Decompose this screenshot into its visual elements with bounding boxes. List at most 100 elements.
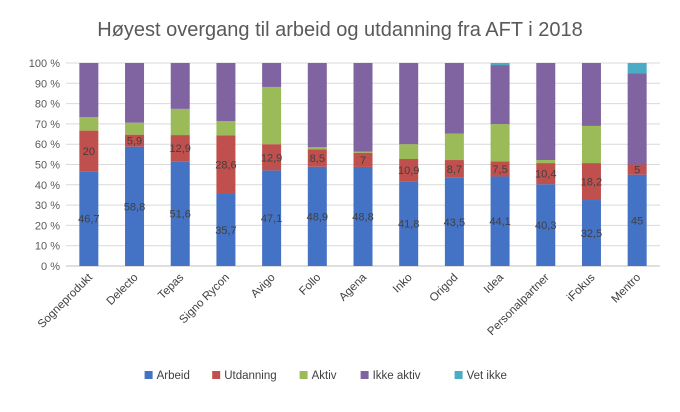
y-tick-label: 100 %: [29, 58, 60, 70]
legend-label: Arbeid: [157, 370, 190, 382]
data-label: 43,5: [444, 217, 465, 229]
bar-segment-aktiv: [216, 121, 236, 136]
y-tick-label: 70 %: [35, 119, 60, 131]
legend-swatch: [454, 371, 463, 379]
y-tick-label: 90 %: [35, 78, 60, 90]
bar-segment-ikke-aktiv: [536, 63, 556, 161]
legend-label: Aktiv: [312, 370, 337, 382]
bar-segment-arbeid: [581, 200, 601, 266]
data-label: 5,9: [127, 136, 142, 148]
bar-segment-ikke-aktiv: [307, 63, 327, 148]
legend-label: Ikke aktiv: [373, 370, 421, 382]
bar-segment-utdanning: [262, 144, 282, 171]
y-tick-label: 40 %: [35, 180, 60, 192]
bar-segment-arbeid: [125, 146, 145, 266]
y-tick-label: 20 %: [35, 220, 60, 232]
data-label: 32,5: [581, 228, 602, 240]
bar-segment-arbeid: [399, 181, 419, 266]
bar-segment-utdanning: [399, 159, 419, 182]
x-tick-label: Avigo: [249, 272, 278, 301]
x-tick-label: Delecto: [105, 272, 141, 308]
data-label: 12,9: [170, 143, 191, 155]
bar-segment-utdanning: [581, 163, 601, 201]
data-label: 18,2: [581, 177, 602, 189]
bars: [79, 63, 647, 266]
bar-segment-utdanning: [353, 152, 373, 167]
x-tick-label: Sogneprodukt: [36, 271, 96, 331]
data-label: 58,8: [124, 201, 145, 213]
bar-segment-utdanning: [79, 130, 99, 172]
data-label: 35,7: [215, 225, 236, 237]
bar-segment-aktiv: [444, 133, 464, 161]
bar-segment-utdanning: [536, 163, 556, 185]
x-tick-label: iFokus: [565, 271, 598, 304]
y-tick-label: 80 %: [35, 99, 60, 111]
bar-segment-ikke-aktiv: [125, 63, 145, 123]
x-tick-label: Follo: [297, 272, 323, 298]
bar-segment-arbeid: [307, 166, 327, 266]
legend-label: Utdanning: [224, 370, 276, 382]
data-label: 45: [631, 215, 643, 227]
y-tick-label: 30 %: [35, 200, 60, 212]
data-label: 12,9: [261, 152, 282, 164]
x-tick-label: Origod: [428, 272, 461, 305]
data-label: 5: [634, 165, 640, 177]
x-tick-label: Tepas: [156, 271, 186, 301]
bar-segment-ikke-aktiv: [216, 63, 236, 122]
data-label: 48,8: [352, 211, 373, 223]
bar-segment-aktiv: [125, 122, 145, 135]
bar-segment-arbeid: [490, 176, 510, 266]
legend-swatch: [299, 371, 308, 379]
bar-segment-arbeid: [444, 177, 464, 266]
data-label: 8,7: [447, 164, 462, 176]
data-label: 41,8: [398, 219, 419, 231]
bar-segment-utdanning: [216, 135, 236, 194]
bar-segment-utdanning: [125, 134, 145, 147]
bar-segment-aktiv: [399, 144, 419, 160]
data-label: 10,9: [398, 165, 419, 177]
bar-segment-aktiv: [79, 116, 99, 131]
bar-segment-ikke-aktiv: [490, 65, 510, 125]
bar-segment-aktiv: [536, 160, 556, 164]
bar-segment-ikke-aktiv: [444, 63, 464, 134]
data-label: 28,6: [215, 160, 236, 172]
bar-segment-arbeid: [170, 161, 190, 266]
data-label: 46,7: [78, 214, 99, 226]
bar-segment-ikke-aktiv: [581, 63, 601, 126]
bar-segment-utdanning: [444, 160, 464, 178]
data-labels: 46,7 20 58,8 5,9 51,6 12,9 35,7 28,6 47,1 12,9 48,…: [78, 136, 643, 240]
legend-swatch: [212, 371, 221, 379]
chart-title: Høyest overgang til arbeid og utdanning …: [97, 19, 582, 41]
bar-segment-arbeid: [262, 170, 282, 266]
bar-segment-ikke-aktiv: [353, 63, 373, 152]
data-label: 44,1: [489, 216, 510, 228]
data-label: 10,4: [535, 169, 556, 181]
data-label: 8,5: [310, 153, 325, 165]
legend-swatch: [144, 371, 153, 379]
bar-segment-aktiv: [262, 86, 282, 145]
x-tick-label: Inko: [391, 272, 415, 296]
bar-segment-utdanning: [490, 161, 510, 177]
legend: Arbeid Utdanning Aktiv Ikke aktiv Vet ikke: [144, 370, 507, 382]
bar-segment-arbeid: [353, 166, 373, 266]
y-tick-label: 50 %: [35, 160, 60, 172]
bar-segment-vet-ikke: [627, 63, 647, 74]
data-label: 7,5: [492, 164, 507, 176]
y-tick-label: 60 %: [35, 139, 60, 151]
bar-segment-aktiv: [490, 124, 510, 162]
bar-segment-vet-ikke: [490, 63, 510, 66]
bar-segment-arbeid: [536, 184, 556, 266]
y-tick-label: 0 %: [41, 261, 60, 273]
bar-segment-aktiv: [307, 147, 327, 150]
bar-segment-arbeid: [216, 193, 236, 266]
bar-segment-ikke-aktiv: [262, 63, 282, 87]
data-label: 20: [83, 146, 95, 158]
data-label: 48,9: [307, 211, 328, 223]
bar-segment-aktiv: [170, 108, 190, 136]
bar-segment-arbeid: [627, 174, 647, 266]
bar-segment-arbeid: [79, 171, 99, 266]
y-axis-ticks: 0 % 10 % 20 % 30 % 40 % 50 % 60 % 70 % 80 % 90 % 1…: [29, 58, 60, 273]
legend-label: Vet ikke: [467, 370, 507, 382]
